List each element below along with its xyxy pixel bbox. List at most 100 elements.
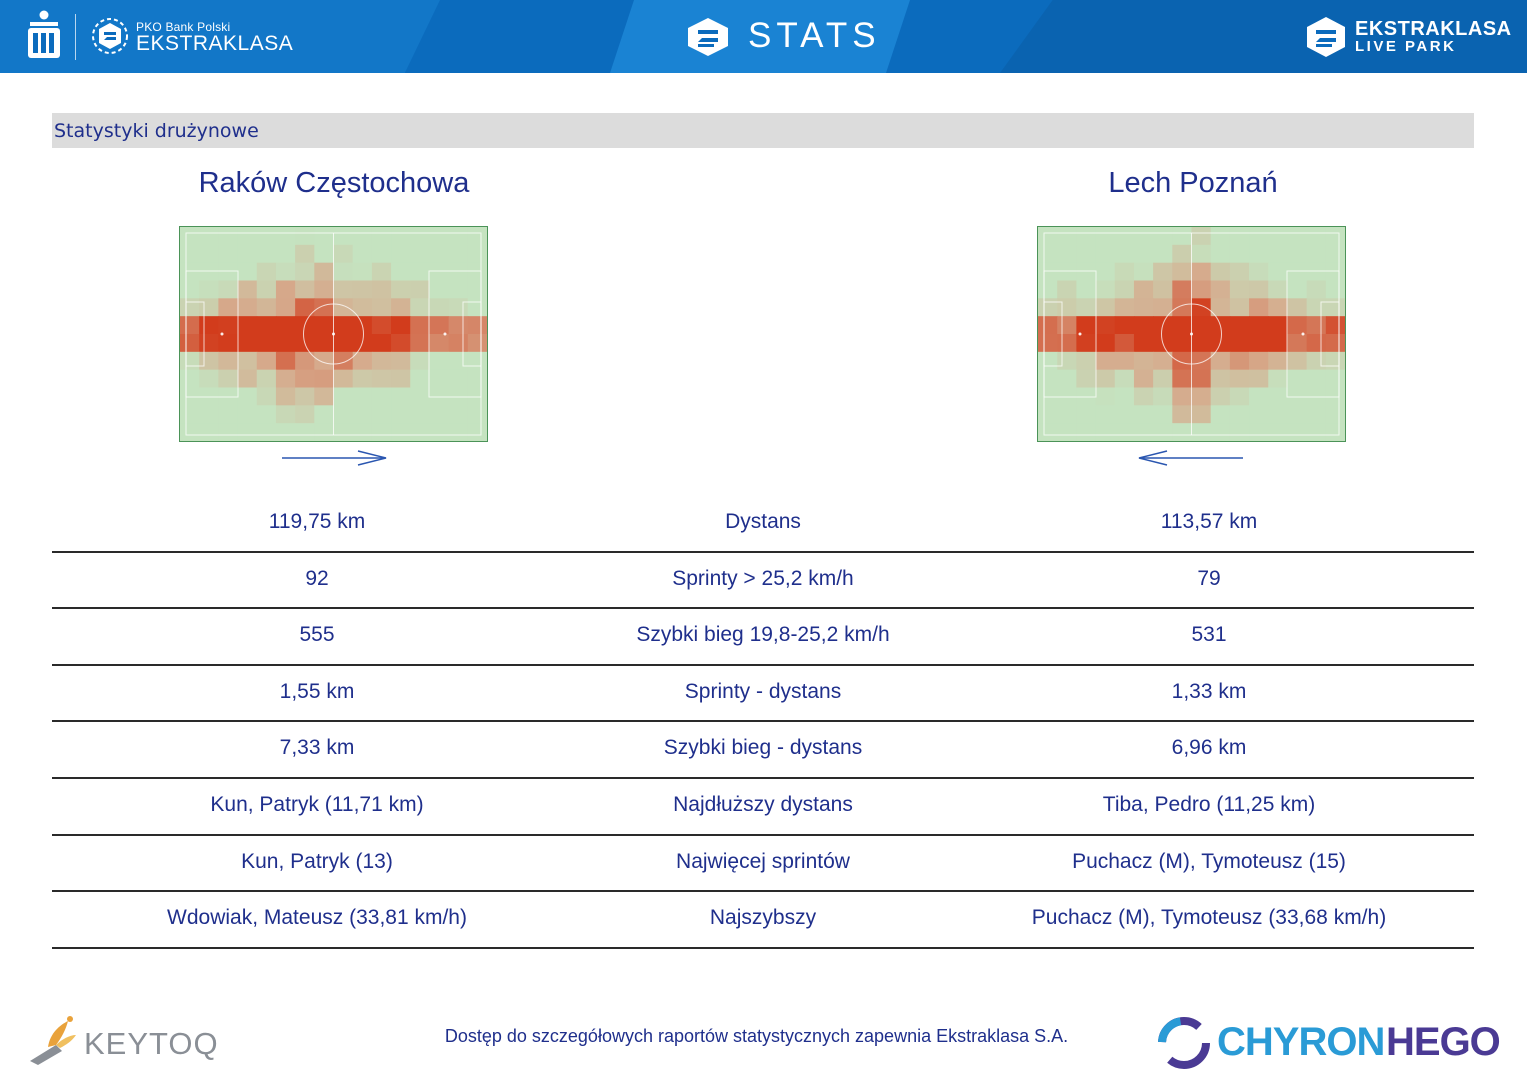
heatmap-cell xyxy=(333,298,354,317)
heatmap-cell xyxy=(237,244,258,264)
heatmap-cell xyxy=(1095,334,1116,353)
heatmap-cell xyxy=(237,227,258,246)
heatmap-cell xyxy=(429,405,450,424)
heatmap-cell xyxy=(391,316,411,335)
chyronhego-logo-icon xyxy=(1158,1017,1210,1069)
heatmap-cell xyxy=(429,262,450,281)
heatmap-cell xyxy=(410,423,430,441)
heatmap-cell xyxy=(1268,316,1288,335)
heatmap-cell xyxy=(429,227,450,246)
heatmap-cell xyxy=(1153,244,1173,264)
heatmap-cell xyxy=(1095,351,1116,371)
heatmap-cell xyxy=(256,405,277,424)
heatmap-cell xyxy=(180,298,200,317)
heatmap-cell xyxy=(1249,280,1269,299)
stat-label: Dystans xyxy=(725,510,801,533)
footer-note-text: Dostęp do szczegółowych raportów statyst… xyxy=(444,1026,1069,1046)
heatmap-cell xyxy=(467,280,487,299)
heatmap-right-grid xyxy=(1038,227,1345,441)
heatmap-cell xyxy=(314,316,334,335)
heatmap-cell xyxy=(410,244,430,264)
heatmap-cell xyxy=(295,351,315,371)
live-park-subtitle: LIVE PARK xyxy=(1355,38,1457,55)
header-bar: PKO Bank Polski EKSTRAKLASA STATS EKSTRA… xyxy=(0,0,1527,73)
section-header: Statystyki drużynowe xyxy=(52,113,1474,148)
table-row: 92 Sprinty > 25,2 km/h 79 xyxy=(52,553,1474,610)
heatmap-cell xyxy=(352,244,373,264)
heatmap-cell xyxy=(314,244,334,264)
heatmap-cell xyxy=(1076,369,1097,388)
heatmap-cell xyxy=(1210,244,1231,264)
heatmap-cell xyxy=(1076,244,1097,264)
stat-left-value: Kun, Patryk (13) xyxy=(241,849,393,873)
heatmap-cell xyxy=(467,227,487,246)
heatmap-cell xyxy=(371,369,392,388)
heatmap-cell xyxy=(467,298,487,317)
heatmap-cell xyxy=(218,369,239,388)
heatmap-cell xyxy=(1076,262,1097,281)
heatmap-cell xyxy=(218,244,239,264)
heatmap-cell xyxy=(1249,369,1269,388)
heatmap-cell xyxy=(1229,351,1250,371)
keytoq-logo-icon xyxy=(30,1016,76,1065)
heatmap-cell xyxy=(371,244,392,264)
table-row: Wdowiak, Mateusz (33,81 km/h) Najszybszy… xyxy=(52,892,1474,949)
heatmap-cell xyxy=(256,334,277,353)
heatmap-cell xyxy=(256,387,277,406)
heatmap-cell xyxy=(237,262,258,281)
heatmap-cell xyxy=(180,423,200,441)
heatmap-cell xyxy=(1114,316,1135,335)
heatmap-cell xyxy=(1325,280,1345,299)
heatmap-cell xyxy=(295,262,315,281)
heatmap-cell xyxy=(371,227,392,246)
pitch-marking xyxy=(1043,301,1063,367)
heatmap-cell xyxy=(1287,423,1308,441)
heatmap-cell xyxy=(352,423,373,441)
heatmap-cell xyxy=(1133,351,1154,371)
heatmap-cell xyxy=(1268,369,1288,388)
heatmap-left xyxy=(179,226,488,442)
live-park-title: EKSTRAKLASA xyxy=(1355,18,1512,40)
section-title: Statystyki drużynowe xyxy=(54,120,259,142)
heatmap-cell xyxy=(1076,280,1097,299)
heatmap-cell xyxy=(1287,334,1308,353)
heatmap-cell xyxy=(1325,351,1345,371)
stat-right-value: Tiba, Pedro (11,25 km) xyxy=(1102,792,1316,816)
heatmap-cell xyxy=(199,423,219,441)
heatmap-cell xyxy=(352,387,373,406)
stat-right-value: 531 xyxy=(1191,623,1227,647)
heatmap-cell xyxy=(448,244,469,264)
heatmap-cell xyxy=(314,423,334,441)
heatmap-cell xyxy=(1210,423,1231,441)
heatmap-cell xyxy=(1057,280,1077,299)
heatmap-cell xyxy=(1325,369,1345,388)
heatmap-cell xyxy=(352,262,373,281)
heatmap-cell xyxy=(467,316,487,335)
heatmap-cell xyxy=(237,369,258,388)
heatmap-cell xyxy=(1191,280,1212,299)
heatmap-cell xyxy=(1057,244,1077,264)
heatmap-cell xyxy=(1172,405,1192,424)
heatmap-cell xyxy=(256,227,277,246)
heatmap-cell xyxy=(1249,244,1269,264)
heatmap-cell xyxy=(1038,351,1058,371)
heatmap-cell xyxy=(1095,423,1116,441)
heatmap-cell xyxy=(1172,423,1192,441)
heatmap-cell xyxy=(1268,227,1288,246)
heatmap-cell xyxy=(1076,298,1097,317)
heatmap-cell xyxy=(333,405,354,424)
heatmap-cell xyxy=(1133,334,1154,353)
heatmap-cell xyxy=(1229,405,1250,424)
pitch-spot xyxy=(1190,332,1193,336)
heatmap-cell xyxy=(1057,298,1077,317)
heatmap-cell xyxy=(448,280,469,299)
heatmap-cell xyxy=(1114,423,1135,441)
heatmap-cell xyxy=(1191,351,1212,371)
heatmap-cell xyxy=(410,405,430,424)
heatmap-cell xyxy=(1325,334,1345,353)
heatmap-cell xyxy=(295,298,315,317)
pitch-marking xyxy=(185,301,205,367)
heatmap-cell xyxy=(199,334,219,353)
heatmap-cell xyxy=(1038,316,1058,335)
team-name-right: Lech Poznań xyxy=(1108,167,1278,199)
